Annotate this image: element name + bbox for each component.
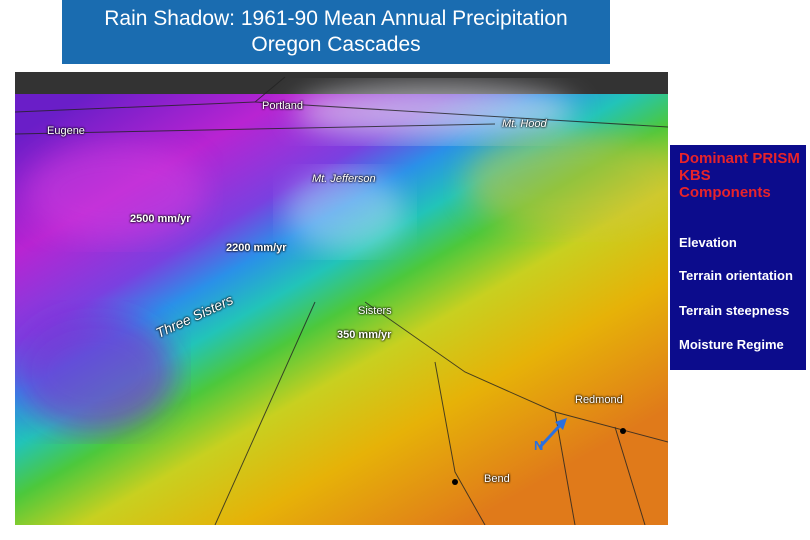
title-box: Rain Shadow: 1961-90 Mean Annual Precipi… — [62, 0, 610, 64]
map-label: 350 mm/yr — [337, 329, 392, 341]
panel-item: Moisture Regime — [679, 337, 784, 352]
map-label: 2500 mm/yr — [130, 213, 191, 225]
title-line: Rain Shadow: 1961-90 Mean Annual Precipi… — [104, 7, 568, 30]
map-label: Redmond — [575, 394, 623, 406]
title-line: Oregon Cascades — [251, 33, 421, 56]
map-label: Eugene — [47, 125, 85, 137]
map-label: Portland — [262, 100, 303, 112]
map-label: Mt. Hood — [502, 118, 547, 130]
panel-item: Elevation — [679, 235, 737, 250]
panel-item: Terrain steepness — [679, 303, 790, 318]
map-label: Mt. Jefferson — [312, 173, 376, 185]
north-label: N — [534, 438, 544, 453]
side-panel: Dominant PRISM KBS Components Elevation … — [670, 145, 806, 370]
map-label: 2200 mm/yr — [226, 242, 287, 254]
map-label: Bend — [484, 473, 510, 485]
terrain-map — [15, 72, 668, 525]
panel-heading: Dominant PRISM KBS Components — [679, 150, 800, 201]
map-label: Sisters — [358, 305, 392, 317]
panel-item: Terrain orientation — [679, 268, 793, 283]
